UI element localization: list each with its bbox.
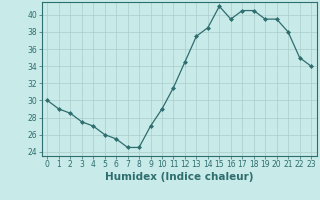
X-axis label: Humidex (Indice chaleur): Humidex (Indice chaleur): [105, 172, 253, 182]
